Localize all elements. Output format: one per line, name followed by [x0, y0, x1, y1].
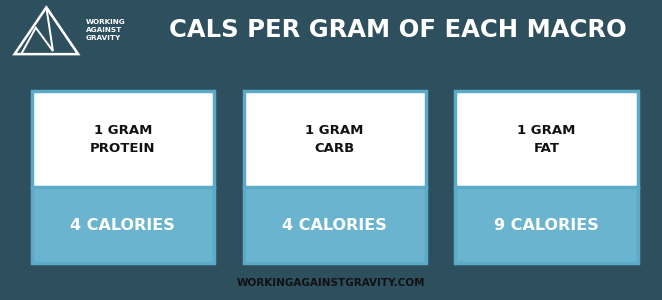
Bar [32, 188, 214, 263]
Bar [244, 91, 426, 263]
Bar [32, 91, 214, 263]
Text: 4 CALORIES: 4 CALORIES [282, 218, 387, 233]
Bar [244, 91, 426, 188]
Bar [455, 188, 638, 263]
Text: 9 CALORIES: 9 CALORIES [494, 218, 599, 233]
Text: WORKING
AGAINST
GRAVITY: WORKING AGAINST GRAVITY [86, 19, 126, 40]
Bar [455, 91, 638, 263]
Text: 4 CALORIES: 4 CALORIES [70, 218, 175, 233]
Text: 1 GRAM
CARB: 1 GRAM CARB [305, 124, 364, 155]
Bar [455, 91, 638, 188]
Bar [32, 91, 214, 188]
Text: CALS PER GRAM OF EACH MACRO: CALS PER GRAM OF EACH MACRO [169, 17, 626, 41]
Text: WORKINGAGAINSTGRAVITY.COM: WORKINGAGAINSTGRAVITY.COM [237, 278, 425, 288]
Text: 1 GRAM
PROTEIN: 1 GRAM PROTEIN [90, 124, 156, 155]
Bar [244, 188, 426, 263]
Text: 1 GRAM
FAT: 1 GRAM FAT [517, 124, 576, 155]
